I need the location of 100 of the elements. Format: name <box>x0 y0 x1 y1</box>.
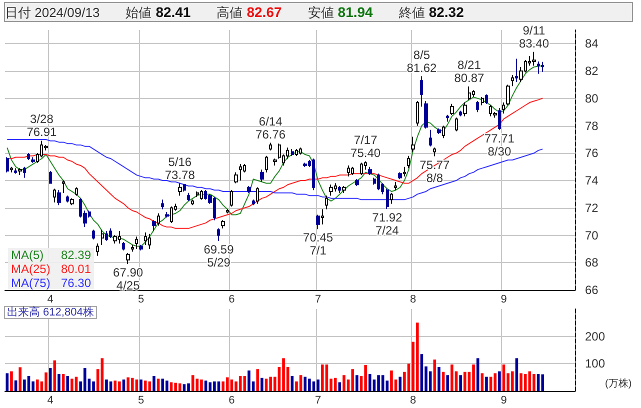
bar <box>316 380 320 391</box>
candlestick <box>183 183 186 192</box>
x-tick-label: 8 <box>410 394 416 406</box>
candlestick <box>247 186 251 194</box>
candlestick <box>498 108 501 130</box>
x-tick-label: 6 <box>228 394 235 406</box>
candlestick <box>532 51 536 66</box>
text: 安値 81.94 <box>308 4 373 20</box>
y-tick-label: 74 <box>585 174 599 188</box>
bar <box>204 380 208 391</box>
candlestick <box>66 195 69 203</box>
bar <box>92 381 95 391</box>
candlestick <box>196 190 199 198</box>
candlestick <box>511 74 514 87</box>
candlestick <box>10 166 13 173</box>
candlestick <box>312 158 315 191</box>
bar <box>459 375 462 391</box>
candlestick <box>191 199 194 206</box>
bar <box>196 378 199 391</box>
x-tick-label: 9 <box>500 394 507 406</box>
bar <box>248 370 250 391</box>
candlestick <box>450 103 454 116</box>
candlestick <box>459 110 462 117</box>
bar <box>510 371 514 391</box>
candlestick <box>291 148 294 156</box>
candlestick <box>217 228 220 242</box>
candlestick <box>148 233 151 250</box>
bar <box>140 380 142 391</box>
candlestick <box>411 136 415 152</box>
bar <box>10 371 13 391</box>
bar <box>416 322 419 391</box>
candlestick <box>398 172 402 180</box>
bar <box>386 380 389 391</box>
text: MA(5) 82.39 <box>11 248 91 262</box>
text: 終値 82.32 <box>398 4 464 20</box>
annotation: 69.59 5/29 <box>204 242 234 270</box>
candlestick <box>161 199 164 210</box>
candlestick <box>113 234 117 244</box>
candlestick <box>481 96 484 106</box>
candlestick <box>338 186 341 194</box>
annotation: 8/5 81.62 <box>406 48 438 75</box>
candlestick <box>131 244 134 252</box>
bar <box>130 378 134 391</box>
x-tick-label: 8 <box>410 294 416 306</box>
annotation: 6/14 76.76 <box>256 114 286 142</box>
candlestick <box>31 156 35 164</box>
annotation: 3/28 76.91 <box>26 112 58 140</box>
annotation: 71.92 7/24 <box>372 210 402 238</box>
candlestick <box>299 147 302 156</box>
bar <box>83 368 86 391</box>
bar <box>58 374 60 391</box>
bar <box>485 376 488 391</box>
bar <box>377 375 380 391</box>
candlestick <box>295 148 298 156</box>
candlestick <box>342 186 346 194</box>
candlestick <box>135 236 138 250</box>
candlestick <box>476 100 479 113</box>
bar <box>264 378 268 391</box>
bar <box>105 380 108 391</box>
bar <box>356 375 358 391</box>
candlestick <box>506 84 510 106</box>
text: MA(25) 80.01 <box>11 262 92 276</box>
candlestick <box>27 152 30 160</box>
bar <box>156 378 160 391</box>
candlestick <box>485 94 488 104</box>
candlestick <box>18 168 22 176</box>
candlestick <box>122 242 125 251</box>
candlestick <box>178 183 182 196</box>
x-tick-label: 4 <box>47 394 54 406</box>
candlestick <box>252 199 255 206</box>
y-tick-label: 68 <box>585 256 599 270</box>
bar <box>66 376 70 391</box>
candlestick <box>273 158 277 166</box>
candlestick <box>355 178 359 186</box>
y-tick-label: 78 <box>585 118 599 133</box>
candlestick <box>200 190 203 200</box>
candlestick <box>407 155 410 169</box>
candlestick <box>105 230 108 242</box>
bar <box>182 384 186 391</box>
y-tick-label: 72 <box>585 200 599 215</box>
bar <box>438 366 440 391</box>
x-tick-label: 7 <box>315 294 322 306</box>
y-tick-label: 82 <box>585 64 599 78</box>
bar <box>480 373 484 391</box>
candlestick <box>152 220 156 232</box>
candlestick <box>446 114 449 122</box>
annotation: 8/21 80.87 <box>454 58 485 86</box>
bar <box>520 373 522 391</box>
y-tick-label: 80 <box>585 91 599 106</box>
candlestick <box>239 164 242 182</box>
bar <box>364 365 367 391</box>
bar <box>260 378 264 391</box>
bar <box>187 383 190 391</box>
candlestick <box>230 190 233 208</box>
candlestick <box>424 100 428 130</box>
bar <box>476 358 480 391</box>
bar <box>446 375 450 391</box>
candlestick <box>157 212 160 226</box>
y-axis-title: (万株) <box>605 378 632 390</box>
y-tick-label: 76 <box>585 146 599 160</box>
